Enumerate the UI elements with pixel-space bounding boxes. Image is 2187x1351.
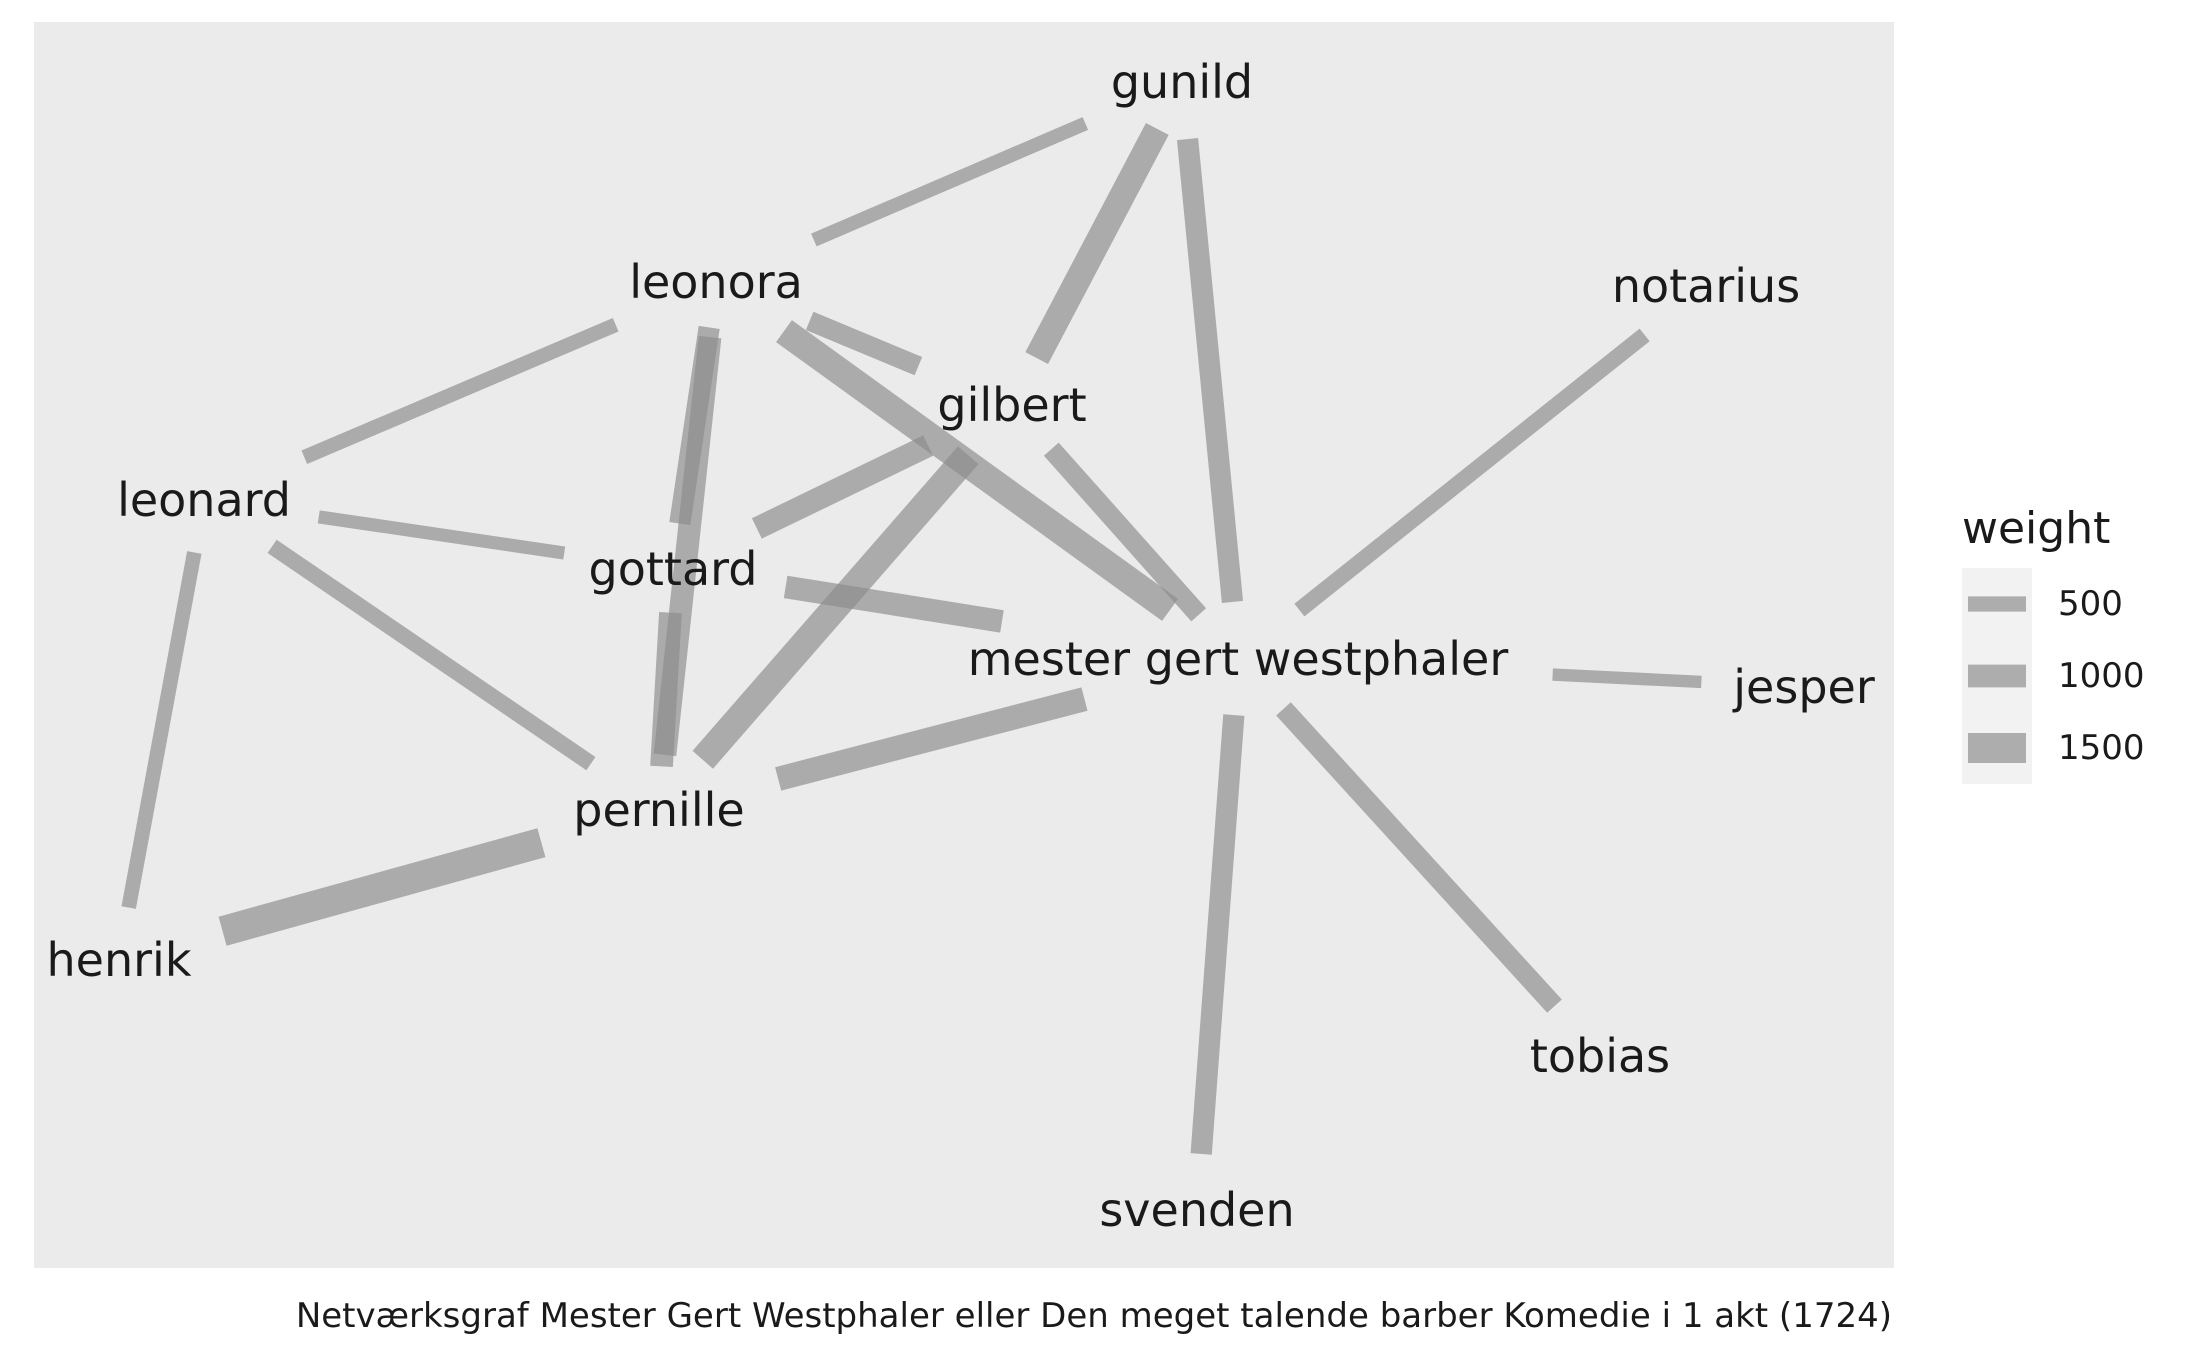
edge-gilbert-gunild [1025, 122, 1169, 365]
edge-leonora-mester [776, 320, 1178, 621]
node-label-gilbert: gilbert [937, 378, 1086, 432]
node-label-svenden: svenden [1099, 1183, 1294, 1237]
edge-leonora-gunild [811, 117, 1089, 247]
edge-pernille-henrik [218, 828, 546, 946]
edge-gottard-mester [783, 575, 1004, 633]
node-label-leonard: leonard [117, 473, 291, 527]
legend-label-1500: 1500 [2058, 728, 2145, 768]
node-label-gottard: gottard [589, 542, 758, 596]
edge-mester-notarius [1294, 328, 1650, 617]
edge-leonard-leonora [301, 317, 619, 465]
legend: weight 500 1000 1500 [1962, 503, 2145, 784]
caption: Netværksgraf Mester Gert Westphaler elle… [296, 1296, 1892, 1336]
node-label-henrik: henrik [47, 933, 192, 987]
node-label-layer: gunild leonora notarius gilbert leonard gotta… [47, 55, 1875, 1237]
node-label-mester: mester gert westphaler [968, 632, 1509, 686]
edge-leonard-gottard [317, 510, 566, 560]
edge-leonora-gilbert [805, 311, 923, 376]
legend-label-500: 500 [2058, 584, 2123, 624]
node-label-gunild: gunild [1111, 55, 1253, 109]
node-label-jesper: jesper [1732, 660, 1875, 714]
edge-gilbert-gottard [751, 435, 934, 539]
legend-label-1000: 1000 [2058, 656, 2145, 696]
node-label-tobias: tobias [1530, 1029, 1670, 1083]
edge-mester-gunild [1176, 138, 1244, 603]
edge-leonard-henrik [121, 551, 202, 909]
edge-mester-pernille [775, 687, 1088, 791]
edge-leonard-pernille [267, 539, 596, 771]
legend-title: weight [1962, 503, 2110, 554]
node-label-notarius: notarius [1612, 259, 1800, 313]
edge-mester-tobias [1276, 702, 1562, 1013]
plot-panel [34, 22, 1894, 1268]
edge-gilbert-mester [1043, 442, 1207, 622]
edge-mester-jesper [1552, 668, 1702, 689]
edge-gottard-pernille [650, 611, 682, 768]
edge-mester-svenden [1190, 714, 1245, 1155]
edge-layer [121, 117, 1702, 1155]
node-label-leonora: leonora [629, 255, 803, 309]
node-label-pernille: pernille [573, 783, 744, 837]
edge-gilbert-pernille [692, 446, 979, 769]
